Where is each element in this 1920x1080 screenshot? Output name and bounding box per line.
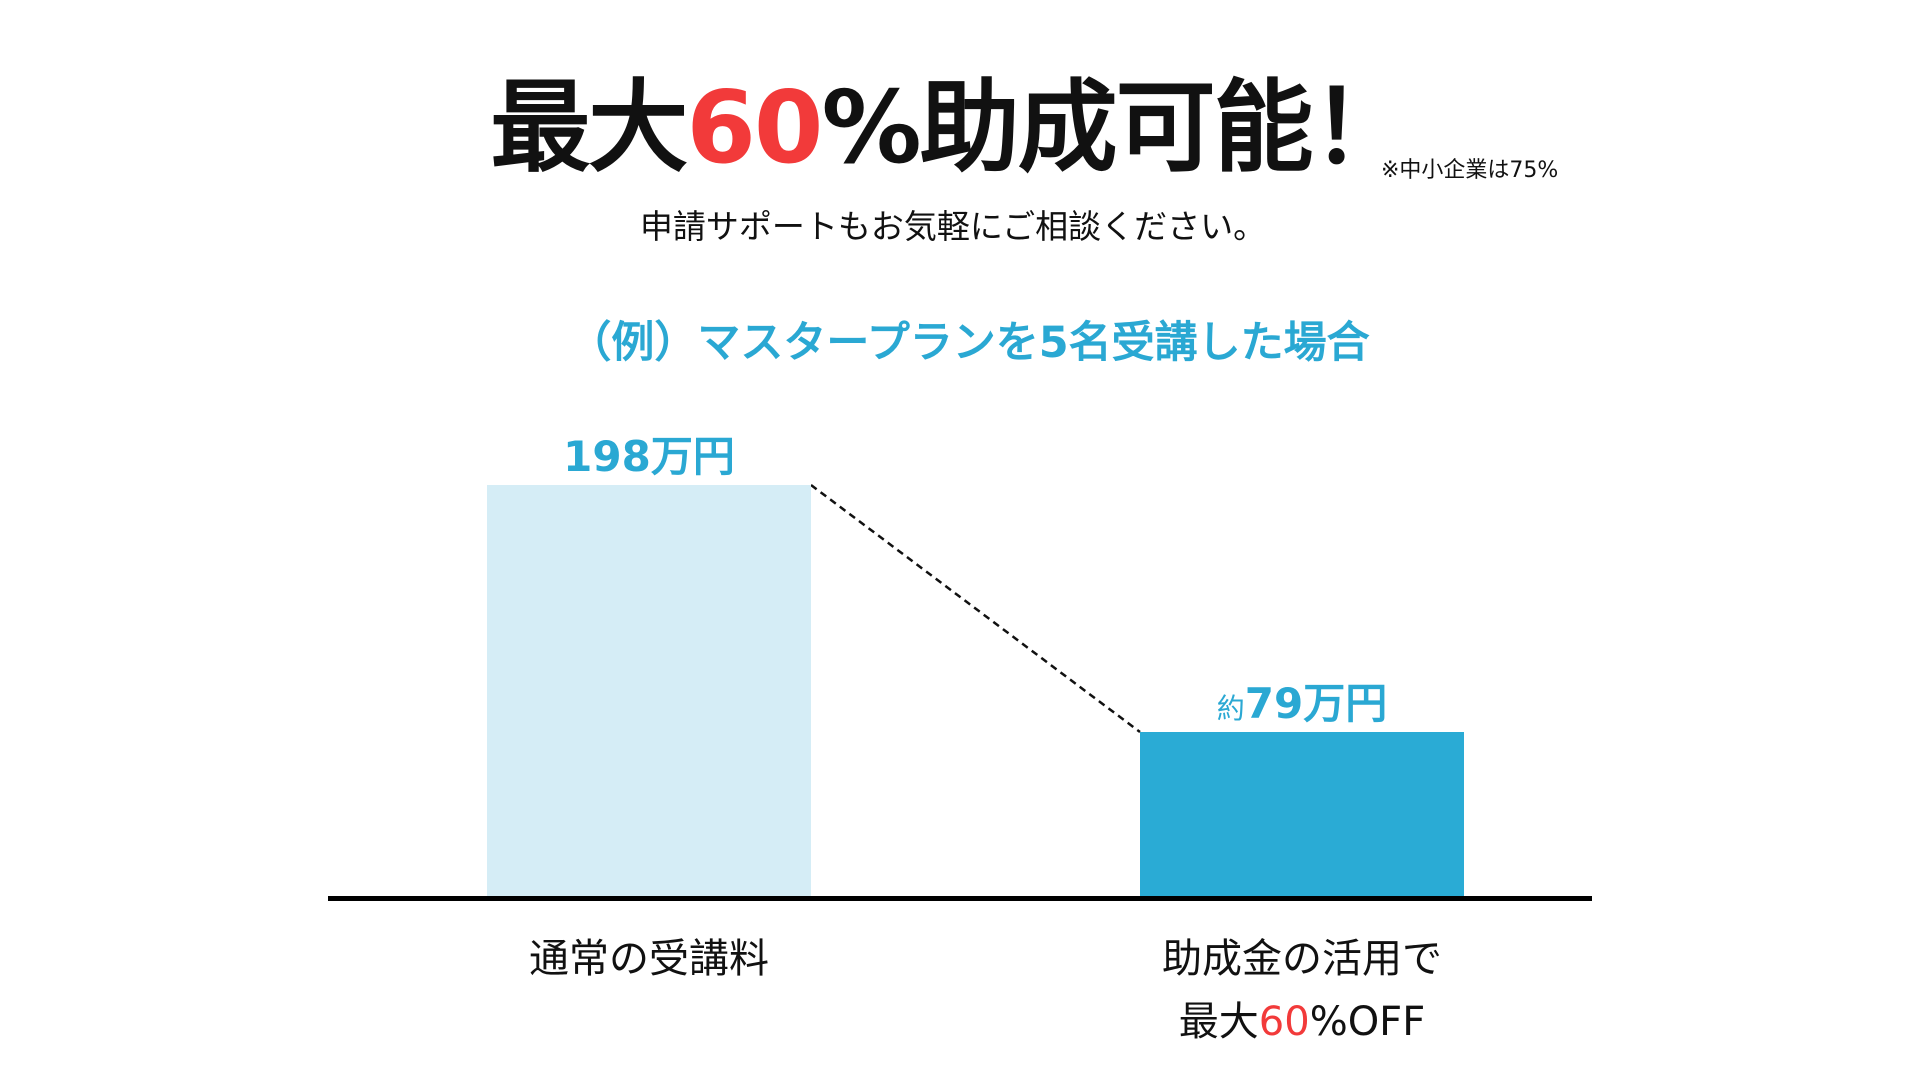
category-label-line: 助成金の活用で [1162, 936, 1442, 982]
bar-subsidized-fee [1140, 732, 1464, 896]
headline: 最大60%助成可能！ [0, 70, 1920, 186]
value-label-prefix: 約 [1216, 692, 1245, 725]
category-label-regular: 通常の受講料 [399, 928, 899, 991]
category-label-line2: 最大60%OFF [1052, 991, 1552, 1054]
label-part: %OFF [1309, 999, 1426, 1045]
headline-part: %助成可能！ [821, 69, 1411, 186]
headline-highlight: 60 [686, 69, 823, 186]
label-highlight: 60 [1258, 999, 1310, 1045]
dashed-connector [810, 484, 1141, 734]
headline-part: 最大 [490, 69, 688, 186]
value-label-regular: 198万円 [449, 423, 849, 484]
x-axis-baseline [328, 896, 1592, 901]
bar-regular-fee [487, 485, 811, 896]
category-label-line: 通常の受講料 [529, 936, 769, 982]
subtitle: 申請サポートもお気軽にご相談ください。 [639, 207, 1267, 246]
value-label-subsidized: 約79万円 [1102, 670, 1502, 731]
category-label-subsidized: 助成金の活用で 最大60%OFF [1052, 928, 1552, 1054]
value-label-text: 79万円 [1244, 679, 1388, 728]
chart-title: （例）マスタープランを5名受講した場合 [568, 318, 1370, 368]
value-label-text: 198万円 [563, 432, 735, 481]
label-part: 最大 [1178, 999, 1259, 1045]
sme-note: ※中小企業は75% [1381, 158, 1559, 183]
